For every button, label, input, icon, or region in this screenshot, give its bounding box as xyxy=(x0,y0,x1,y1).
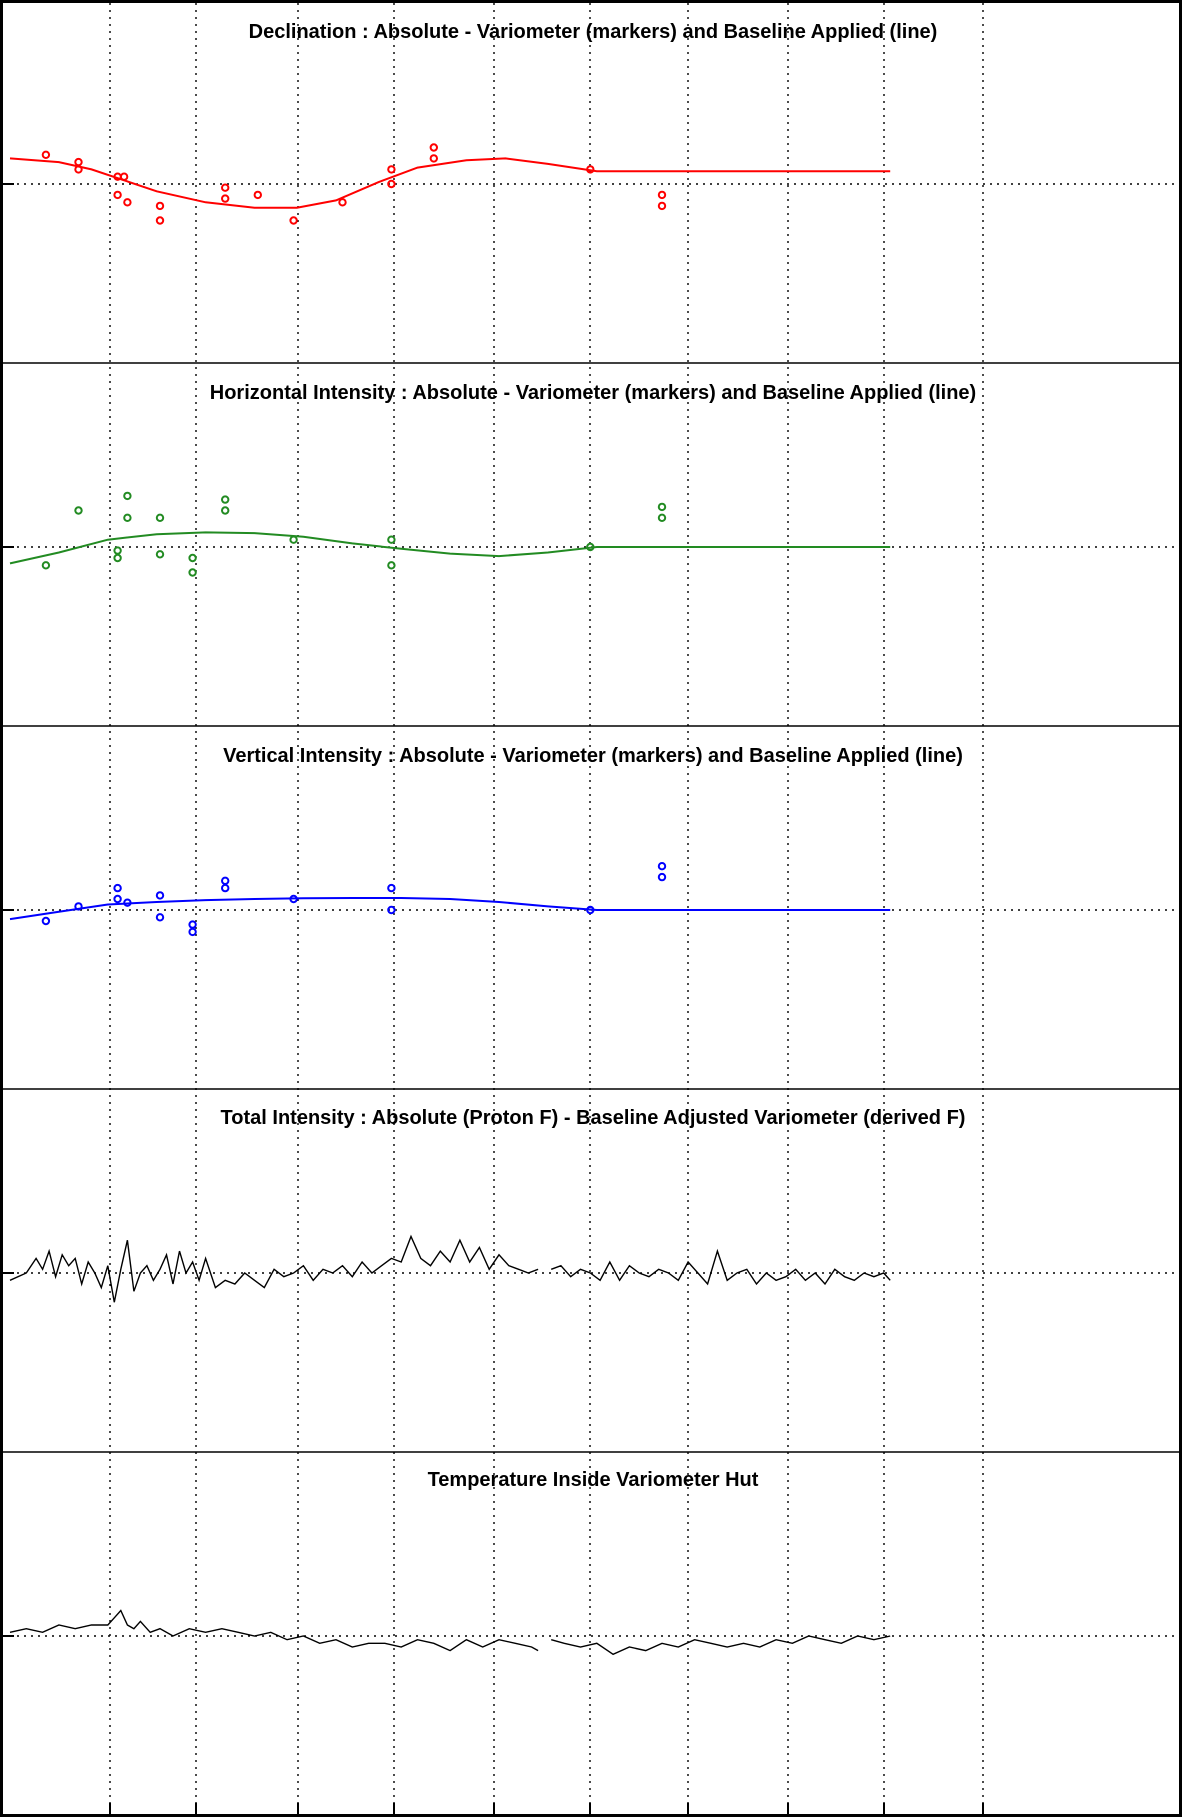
panel-title-declination: Declination : Absolute - Variometer (mar… xyxy=(249,21,938,43)
data-marker xyxy=(155,201,165,211)
title-layer: Declination : Absolute - Variometer (mar… xyxy=(210,21,976,1491)
data-marker xyxy=(188,553,197,563)
data-marker xyxy=(221,183,230,192)
data-marker xyxy=(155,513,165,522)
series-line xyxy=(551,1635,891,1656)
data-marker xyxy=(657,502,667,512)
data-marker xyxy=(429,154,438,163)
data-marker xyxy=(113,894,122,904)
series-line xyxy=(550,1248,891,1286)
data-marker xyxy=(289,535,298,544)
data-marker xyxy=(119,172,129,181)
data-marker xyxy=(289,894,298,904)
data-marker xyxy=(113,883,122,893)
data-marker xyxy=(188,927,197,937)
data-marker xyxy=(123,898,132,907)
data-marker xyxy=(387,165,396,174)
data-marker xyxy=(429,143,438,152)
data-marker xyxy=(387,905,396,915)
data-marker xyxy=(113,190,122,200)
data-marker xyxy=(657,872,667,882)
data-marker xyxy=(188,920,197,929)
data-marker xyxy=(155,891,165,900)
data-marker xyxy=(123,491,132,501)
data-marker xyxy=(113,172,122,181)
data-marker xyxy=(155,550,165,559)
baseline-line xyxy=(9,897,891,921)
data-marker xyxy=(74,157,83,167)
data-marker xyxy=(155,216,165,225)
data-marker xyxy=(113,546,122,555)
data-marker xyxy=(586,542,595,552)
grid-layer xyxy=(3,3,1179,1814)
data-marker xyxy=(387,179,396,189)
data-marker xyxy=(221,506,230,515)
data-marker xyxy=(41,916,51,926)
data-marker xyxy=(657,862,667,871)
data-marker xyxy=(657,201,667,211)
data-marker xyxy=(123,198,132,207)
data-marker xyxy=(387,535,396,544)
panel-2-marks xyxy=(9,862,891,937)
panel-0-marks xyxy=(9,143,891,225)
data-marker xyxy=(586,905,595,915)
data-marker xyxy=(253,190,262,200)
baseline-line xyxy=(9,531,891,565)
data-marker xyxy=(123,513,132,522)
panel-title-total-intensity: Total Intensity : Absolute (Proton F) - … xyxy=(221,1107,966,1129)
data-marker xyxy=(586,165,595,174)
data-marker xyxy=(221,495,230,504)
panel-3-marks xyxy=(9,1234,891,1303)
data-marker xyxy=(387,561,396,570)
panel-title-temperature: Temperature Inside Variometer Hut xyxy=(428,1469,759,1491)
data-marker xyxy=(113,553,122,563)
data-marker xyxy=(74,506,83,515)
data-marker xyxy=(657,190,667,200)
series-line xyxy=(9,1234,539,1303)
data-marker xyxy=(41,150,51,160)
series-line xyxy=(9,1609,539,1652)
data-marker xyxy=(657,513,667,522)
data-marker xyxy=(221,876,230,885)
data-marker xyxy=(74,902,83,911)
panel-title-horizontal-intensity: Horizontal Intensity : Absolute - Variom… xyxy=(210,382,976,404)
baseline-line xyxy=(9,157,891,209)
panel-1-marks xyxy=(9,491,891,577)
panel-title-vertical-intensity: Vertical Intensity : Absolute - Variomet… xyxy=(223,745,963,767)
data-marker xyxy=(41,561,51,570)
data-marker xyxy=(74,165,83,174)
data-layer xyxy=(9,143,891,1656)
data-marker xyxy=(387,883,396,893)
data-marker xyxy=(338,198,347,207)
data-marker xyxy=(188,568,197,577)
panel-4-marks xyxy=(9,1609,891,1656)
data-marker xyxy=(155,913,165,922)
data-marker xyxy=(289,216,298,225)
data-marker xyxy=(221,883,230,893)
data-marker xyxy=(221,194,230,203)
